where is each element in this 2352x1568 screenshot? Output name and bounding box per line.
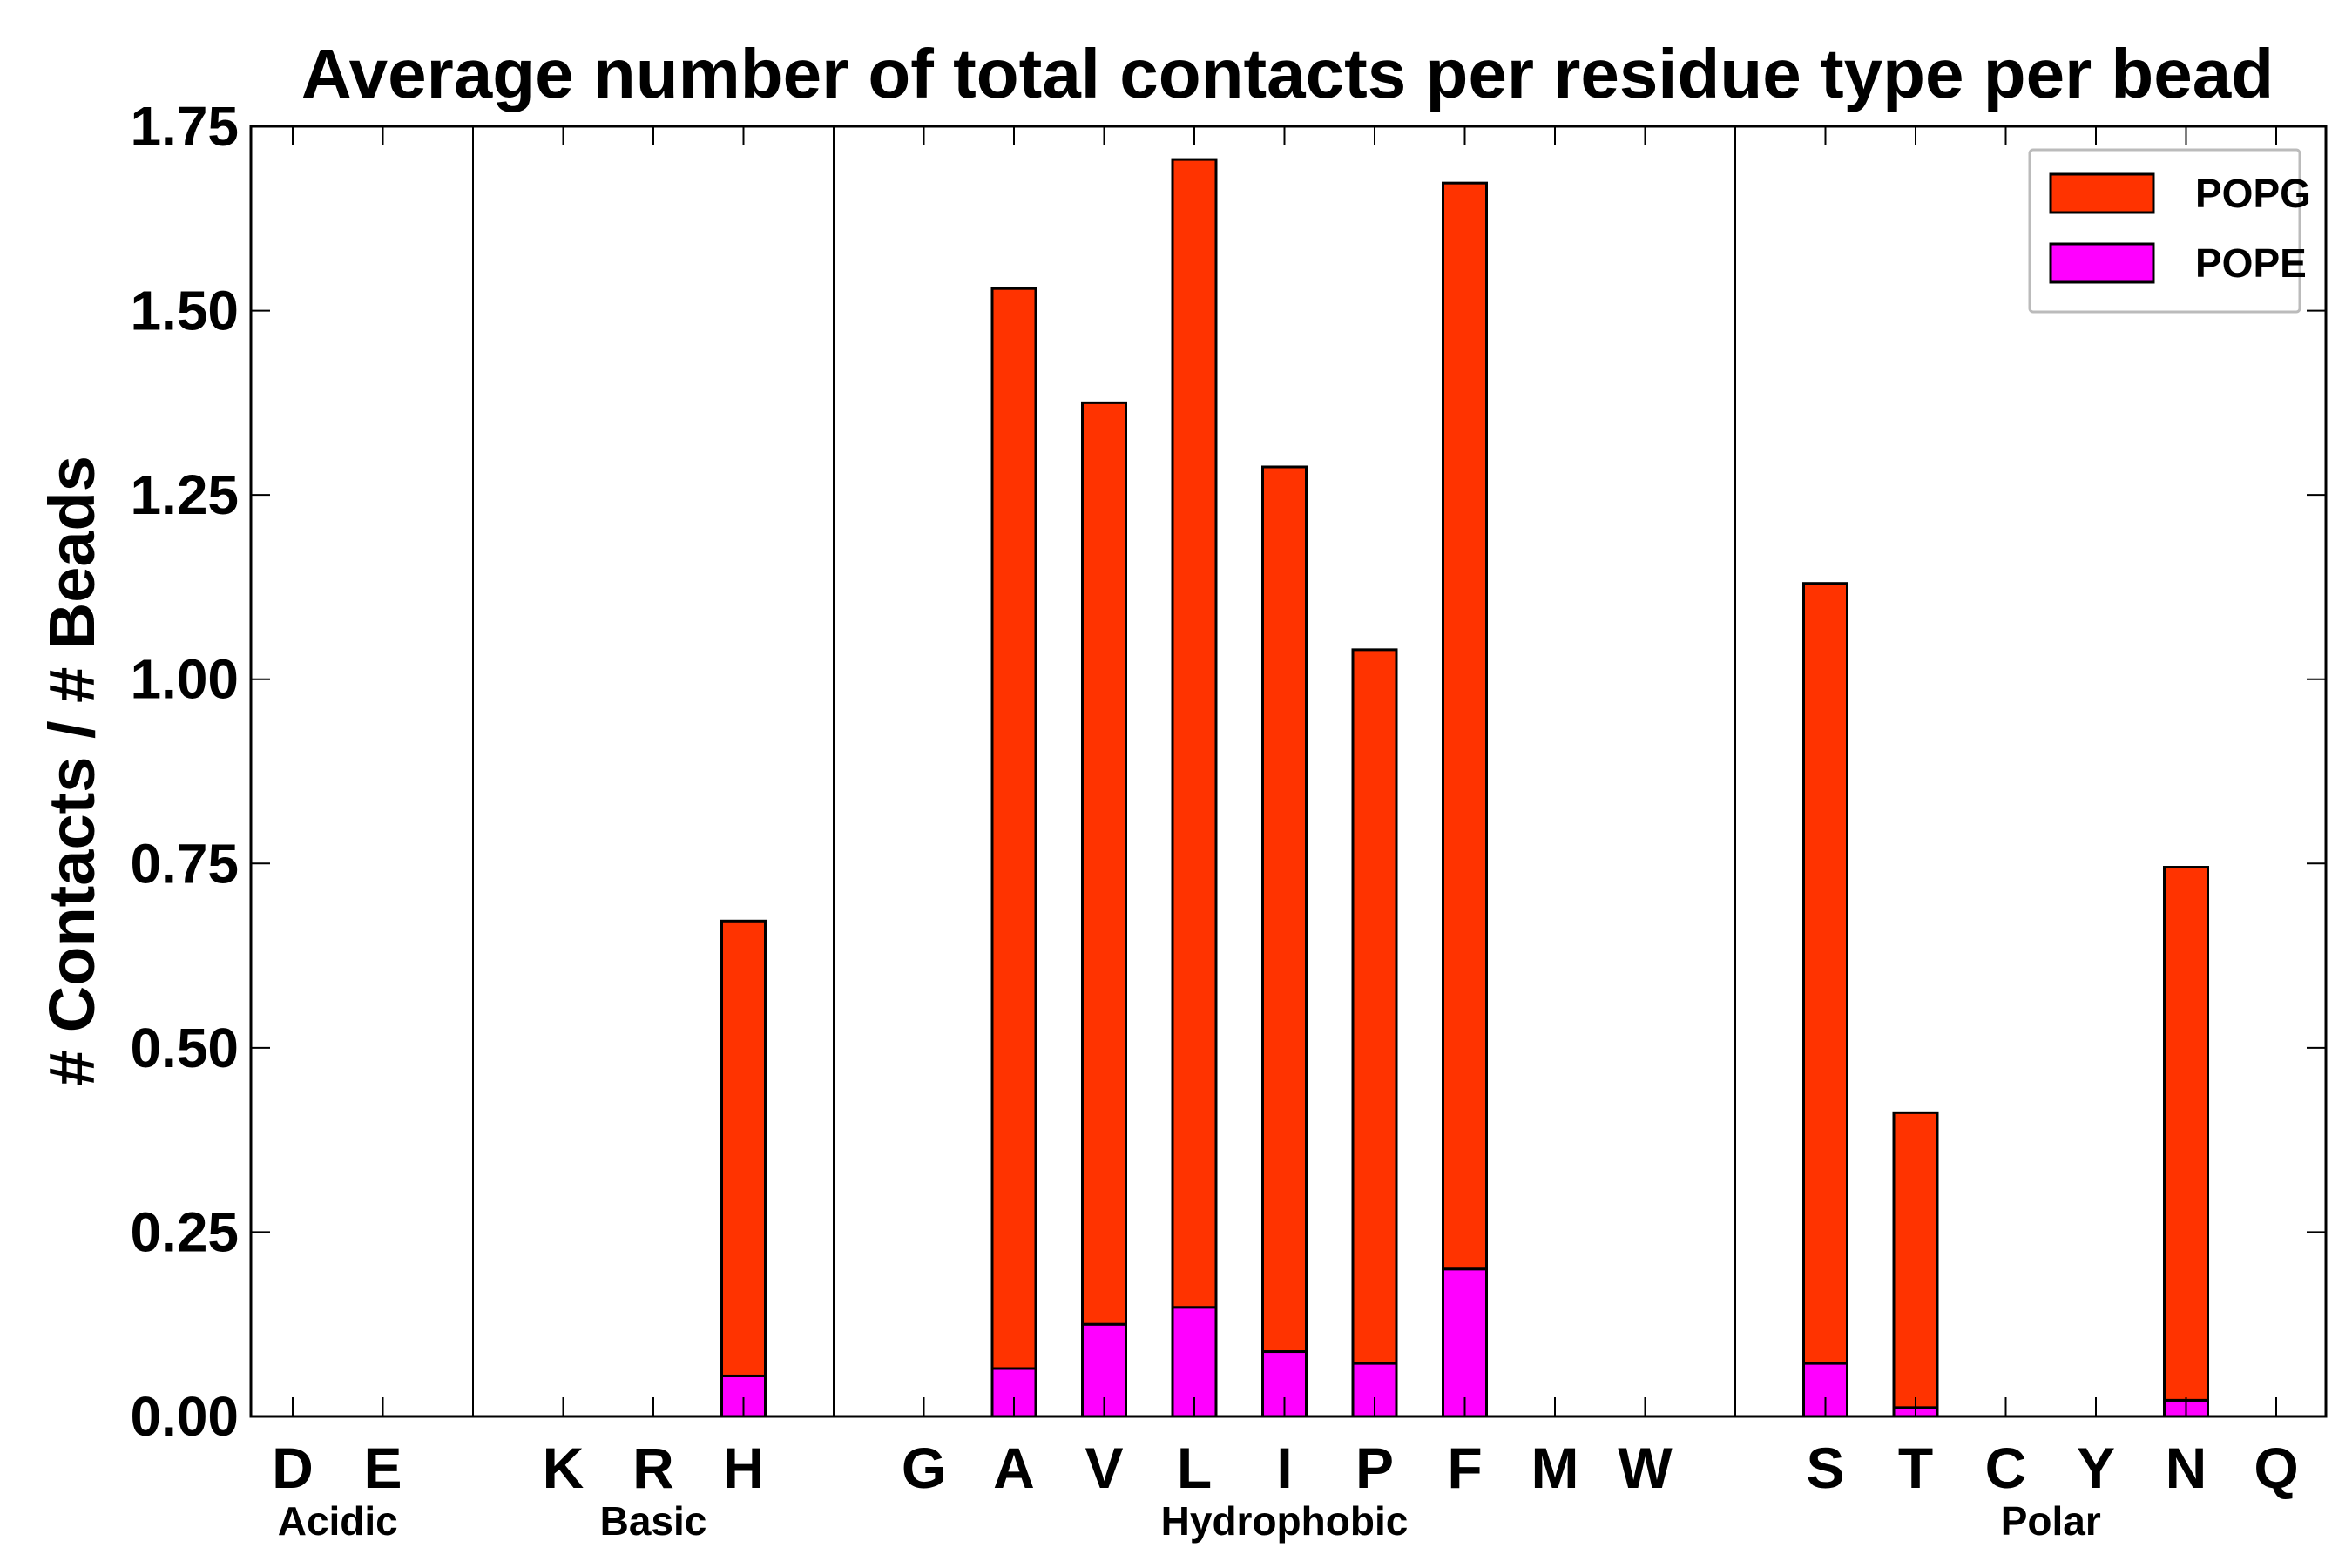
bar-popg-S <box>1802 582 1848 1365</box>
x-tick-label-K: K <box>543 1436 585 1500</box>
y-tick-label: 1.25 <box>130 463 239 526</box>
x-tick-label-Q: Q <box>2254 1436 2298 1500</box>
x-tick-label-M: M <box>1531 1436 1579 1500</box>
x-tick-label-N: N <box>2166 1436 2207 1500</box>
y-tick-label: 0.25 <box>130 1200 239 1263</box>
legend-label-popg: POPG <box>2195 171 2311 216</box>
x-tick-label-G: G <box>902 1436 946 1500</box>
x-tick-label-C: C <box>1985 1436 2027 1500</box>
x-tick-label-E: E <box>363 1436 402 1500</box>
bar-popg-P <box>1351 648 1398 1365</box>
bar-popg-T <box>1892 1111 1939 1409</box>
bar-popg-A <box>990 287 1037 1370</box>
group-label-acidic: Acidic <box>278 1498 398 1544</box>
group-label-hydrophobic: Hydrophobic <box>1161 1498 1409 1544</box>
legend-swatch-pope <box>2049 242 2155 284</box>
bar-popg-L <box>1171 158 1218 1309</box>
x-tick-label-D: D <box>272 1436 314 1500</box>
plot-area: 0.00 0.25 0.50 0.75 1.00 1.25 1.50 1.75 D E K R H G A V… <box>130 95 2328 1544</box>
x-tick-label-Y: Y <box>2077 1436 2115 1500</box>
chart-title: Average number of total contacts per res… <box>301 35 2274 112</box>
x-tick-label-F: F <box>1447 1436 1482 1500</box>
bar-popg-F <box>1442 181 1488 1271</box>
x-tick-label-I: I <box>1276 1436 1292 1500</box>
y-tick-label: 1.00 <box>130 648 239 711</box>
x-tick-label-T: T <box>1898 1436 1933 1500</box>
x-tick-label-W: W <box>1618 1436 1673 1500</box>
y-axis-label: # Contacts / # Beads <box>36 456 108 1086</box>
x-tick-label-L: L <box>1177 1436 1212 1500</box>
legend-swatch-popg <box>2049 172 2155 214</box>
x-tick-label-P: P <box>1355 1436 1394 1500</box>
bar-popg-I <box>1261 465 1308 1354</box>
y-tick-label: 0.50 <box>130 1017 239 1079</box>
x-tick-label-H: H <box>723 1436 765 1500</box>
x-tick-label-S: S <box>1806 1436 1844 1500</box>
x-tick-label-V: V <box>1085 1436 1123 1500</box>
x-tick-label-R: R <box>632 1436 674 1500</box>
axes-frame <box>249 125 2328 1418</box>
y-tick-label: 0.00 <box>130 1385 239 1448</box>
bar-popg-N <box>2163 866 2209 1402</box>
y-tick-label: 1.50 <box>130 280 239 342</box>
bar-popg-V <box>1081 401 1127 1326</box>
y-tick-label: 1.75 <box>130 95 239 158</box>
legend-label-pope: POPE <box>2195 240 2307 286</box>
group-label-basic: Basic <box>600 1498 707 1544</box>
bar-pope-F <box>1442 1267 1488 1418</box>
y-tick-label: 0.75 <box>130 832 239 895</box>
x-tick-label-A: A <box>993 1436 1035 1500</box>
bar-popg-H <box>720 919 767 1377</box>
group-label-polar: Polar <box>2001 1498 2101 1544</box>
